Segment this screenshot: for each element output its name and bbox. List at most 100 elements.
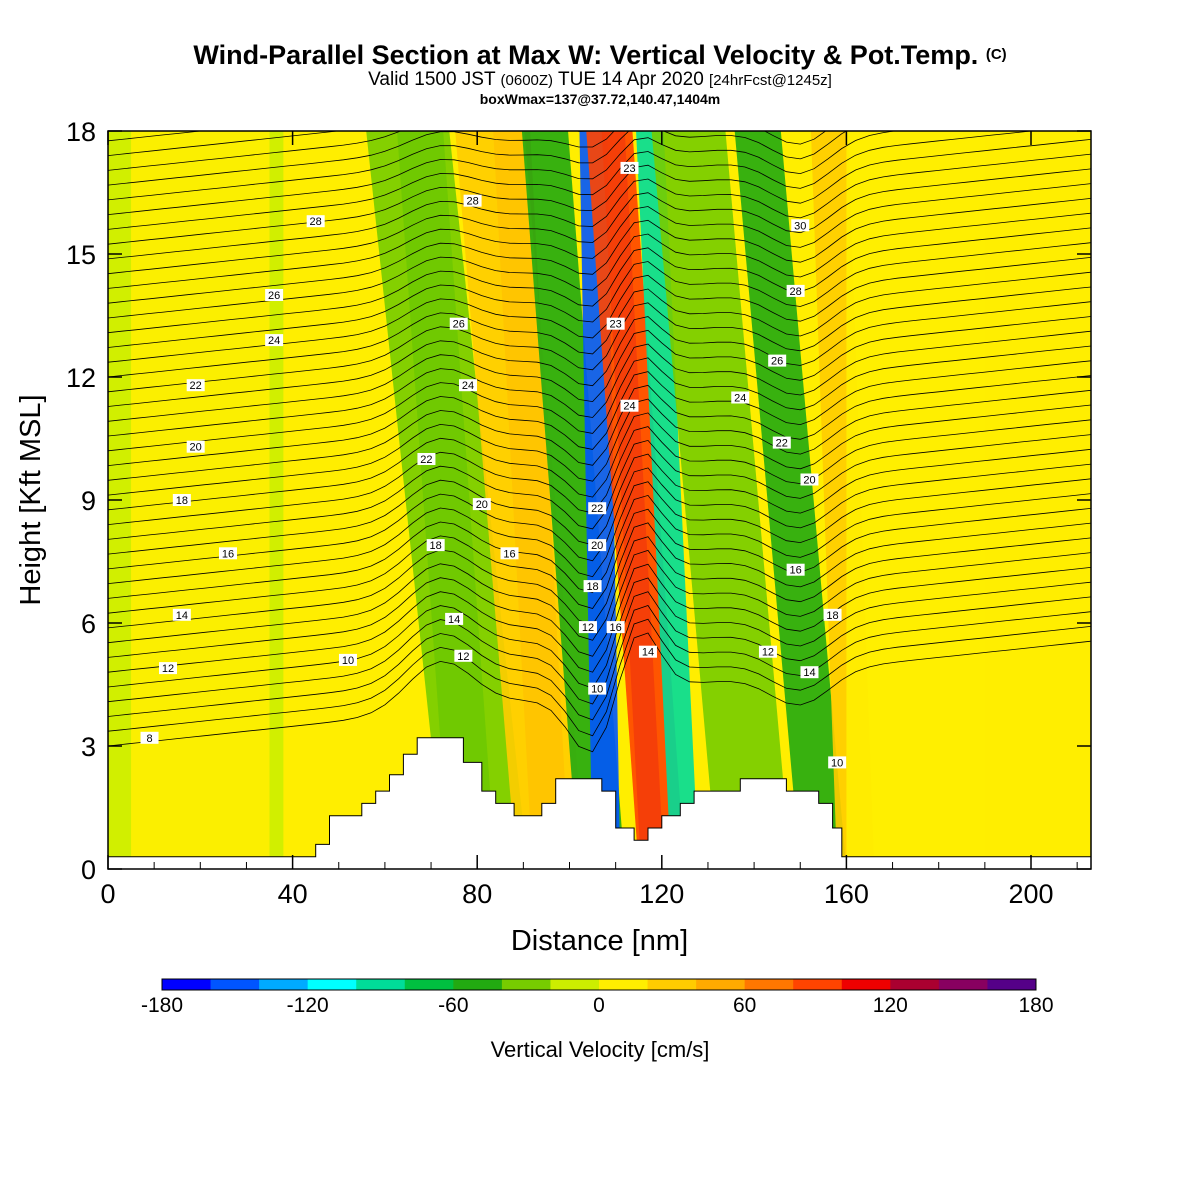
isentrope-line xyxy=(108,522,1091,629)
isentrope-line xyxy=(108,316,1091,422)
isentrope-label-bg xyxy=(186,440,205,453)
isentrope-label-bg xyxy=(426,539,445,552)
isentrope-label-text: 14 xyxy=(448,614,460,626)
isentrope-label-bg xyxy=(454,649,473,662)
isentrope-label-text: 14 xyxy=(803,667,815,679)
isentrope-label: 24 xyxy=(731,391,750,405)
isentrope-label-text: 24 xyxy=(734,393,746,405)
isentrope-label-bg xyxy=(791,219,810,232)
isentrope-label: 14 xyxy=(638,645,657,659)
isentrope-label: 24 xyxy=(620,399,639,413)
isentrope-label: 28 xyxy=(463,194,482,208)
isentrope-label-bg xyxy=(583,580,602,593)
x-tick-label: 160 xyxy=(824,879,869,909)
isentrope-line xyxy=(108,448,1091,555)
isentrope-label-bg xyxy=(172,494,191,506)
isentrope-label: 12 xyxy=(454,649,473,663)
isentrope-label: 22 xyxy=(772,436,791,450)
axes: 0 40 80 120 160 200 0 3 6 9 12 15 18 Distance [nm] Hei… xyxy=(15,117,1091,957)
isentrope-label: 16 xyxy=(500,547,519,560)
isentrope-label-bg xyxy=(772,436,791,449)
isentrope-label: 10 xyxy=(338,653,357,667)
colorbar-swatch xyxy=(793,979,843,990)
colorbar-tick-label: -180 xyxy=(141,994,183,1017)
isentrope-label-bg xyxy=(463,194,482,207)
isentrope-label-text: 22 xyxy=(420,454,432,466)
y-tick-label: 9 xyxy=(81,486,96,516)
isentrope-label: 23 xyxy=(606,317,625,331)
isentrope-label-text: 22 xyxy=(776,438,788,450)
colorbar-tick-label: 120 xyxy=(873,994,908,1017)
colorbar-swatch xyxy=(599,979,649,990)
isentrope-label-text: 30 xyxy=(794,220,806,232)
isentrope-label-bg xyxy=(578,621,597,634)
isentrope-label-text: 28 xyxy=(310,216,322,228)
isentrope-line xyxy=(108,549,1091,658)
isentrope-label-text: 16 xyxy=(222,548,234,560)
isentrope-label-text: 26 xyxy=(453,319,465,331)
colorbar-tick-label: -60 xyxy=(438,994,468,1017)
isentrope-label-bg xyxy=(338,653,357,666)
colorbar-swatch xyxy=(550,979,600,990)
isentrope-label-bg xyxy=(218,547,237,560)
isentrope-label-bg xyxy=(265,334,284,347)
isentrope-line xyxy=(108,153,1091,260)
x-tick-label: 120 xyxy=(639,879,684,909)
isentrope-label-text: 8 xyxy=(146,733,152,745)
isentrope-line xyxy=(108,139,1091,245)
isentrope-label: 16 xyxy=(786,563,805,577)
isentrope-line xyxy=(108,183,1091,289)
isentrope-label: 12 xyxy=(758,645,777,659)
isentrope-label-text: 28 xyxy=(466,196,478,208)
isentrope-label-bg xyxy=(265,289,284,301)
isentrope-label-text: 22 xyxy=(591,503,603,515)
colorbar-swatch xyxy=(696,979,746,990)
isentrope-line xyxy=(108,577,1091,689)
isentrope-label-text: 20 xyxy=(591,540,603,552)
colorbar-tick-label: 60 xyxy=(733,994,756,1017)
colorbar-swatch xyxy=(404,979,454,990)
isentrope-label-bg xyxy=(823,608,842,621)
isentrope-label-bg xyxy=(620,161,639,174)
isentrope-label-bg xyxy=(800,666,819,679)
isentrope-line xyxy=(108,301,1091,407)
isentrope-label: 30 xyxy=(791,219,810,232)
isentrope-label-bg xyxy=(606,317,625,330)
isentrope-label-bg xyxy=(606,621,625,634)
isentrope-label-bg xyxy=(638,645,657,658)
isentrope-label: 24 xyxy=(458,379,477,392)
isentrope-label: 14 xyxy=(172,608,191,622)
isentrope-label: 18 xyxy=(426,539,445,552)
isentrope-label-bg xyxy=(140,731,159,744)
velocity-band-5 xyxy=(455,131,586,869)
colorbar-swatch xyxy=(987,979,1037,990)
isentrope-label-bg xyxy=(306,215,325,228)
isentrope-label: 24 xyxy=(265,334,284,347)
isentrope-label: 28 xyxy=(786,284,805,298)
isentrope-label: 12 xyxy=(158,662,177,675)
colorbar-swatch xyxy=(744,979,794,990)
isentrope-label-bg xyxy=(186,379,205,392)
valid-time-utc: (0600Z) xyxy=(500,72,554,89)
isentrope-label-text: 10 xyxy=(831,757,843,769)
isentrope-line xyxy=(108,168,1091,275)
isentrope-label-text: 10 xyxy=(342,655,354,667)
isentrope-label-bg xyxy=(828,756,847,769)
isentrope-label: 18 xyxy=(823,608,842,622)
isentrope-label-text: 26 xyxy=(771,356,783,368)
isentrope-labels: 8 10 12 14 16 18 20 22 24 26 28 22 18 14 12 24 26 28 20 16 2… xyxy=(140,161,847,769)
isentrope-line xyxy=(108,536,1091,644)
colorbar-label: Vertical Velocity [cm/s] xyxy=(491,1037,710,1062)
isentrope-label-text: 10 xyxy=(591,684,603,696)
isentrope-label-text: 12 xyxy=(582,622,594,634)
isentrope-label-text: 24 xyxy=(268,335,280,347)
velocity-band-10 xyxy=(636,131,699,869)
isentrope-label-text: 14 xyxy=(176,610,188,622)
isentrope-line xyxy=(108,286,1091,393)
colorbar-frame xyxy=(161,978,1037,991)
isentrope-label-text: 28 xyxy=(790,286,802,298)
isentrope-line xyxy=(108,404,1091,511)
isentrope-label: 22 xyxy=(186,379,205,392)
valid-date: TUE 14 Apr 2020 xyxy=(558,69,704,90)
